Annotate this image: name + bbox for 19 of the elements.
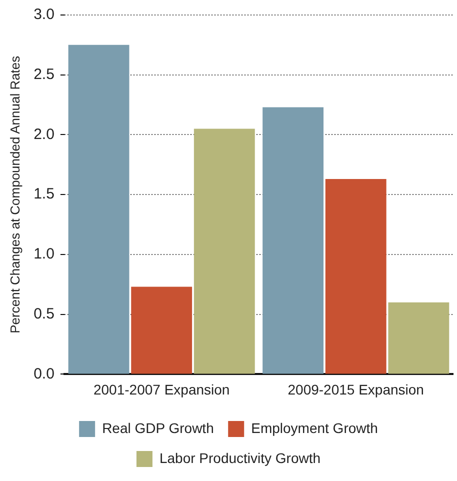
y-axis-title: Percent Changes at Compounded Annual Rates (7, 55, 22, 334)
bar (325, 179, 386, 374)
x-tick-label: 2001-2007 Expansion (93, 381, 230, 398)
bar (262, 107, 324, 374)
legend-label: Real GDP Growth (102, 420, 214, 436)
y-tick-label: 0.5 (34, 305, 54, 322)
y-tick-label: 3.0 (34, 6, 54, 24)
y-tick-label: 1.5 (34, 186, 54, 203)
bar (68, 44, 130, 374)
bar (194, 128, 255, 374)
legend-label: Labor Productivity Growth (159, 450, 321, 466)
y-tick-label: 1.0 (34, 246, 54, 263)
y-tick-label: 2.5 (34, 66, 54, 84)
bar (388, 302, 450, 374)
legend-label: Employment Growth (251, 420, 378, 436)
y-tick-label: 2.0 (34, 126, 54, 143)
x-tick-label: 2009-2015 Expansion (288, 381, 424, 398)
bar (131, 286, 192, 374)
y-tick-label: 0.0 (34, 365, 54, 382)
